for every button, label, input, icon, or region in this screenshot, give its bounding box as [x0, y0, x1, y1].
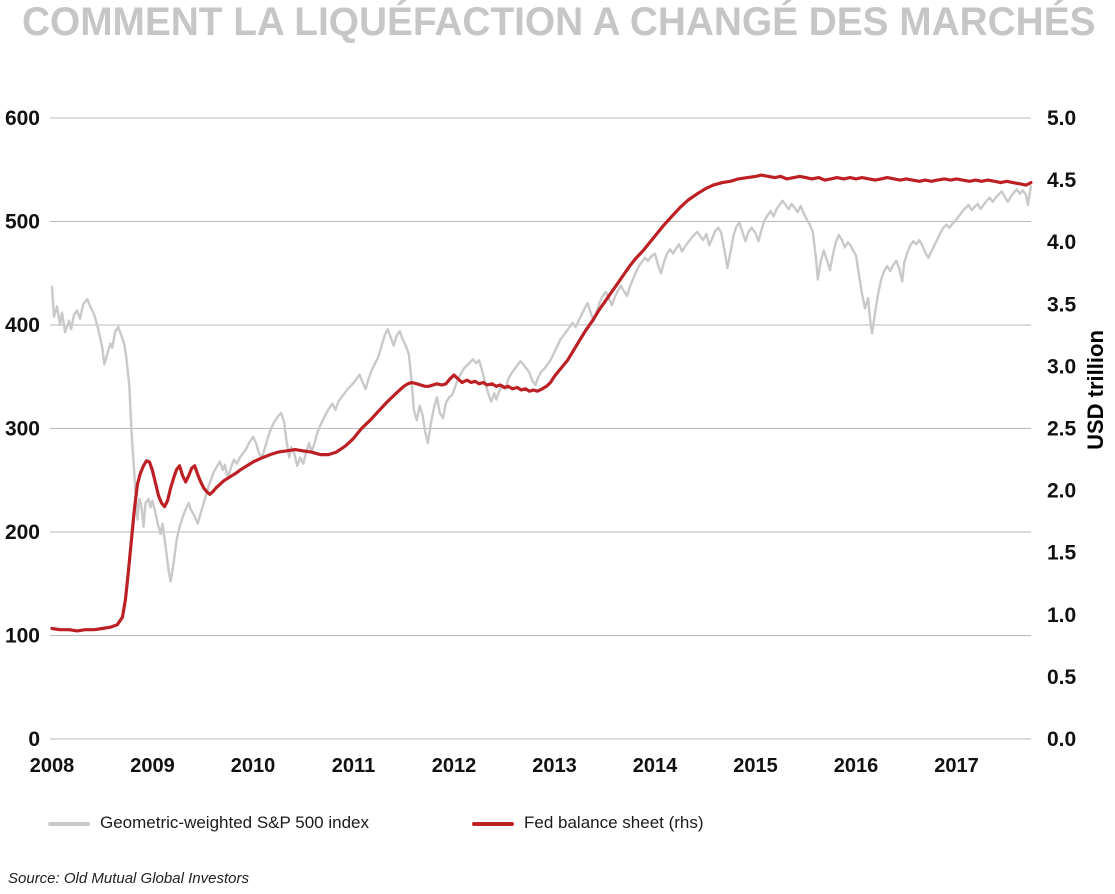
series-line-sp500	[50, 185, 1033, 583]
y-axis-right-tick-label: 0.5	[1047, 666, 1077, 689]
series-line-fed	[50, 173, 1033, 633]
y-axis-left-tick-label: 300	[5, 418, 40, 441]
right-axis-title: USD trillion	[1083, 330, 1108, 450]
chart-title: COMMENT LA LIQUÉFACTION A CHANGÉ DES MAR…	[22, 0, 1096, 44]
y-axis-right-tick-label: 2.5	[1047, 418, 1077, 441]
y-axis-right-tick-label: 3.5	[1047, 293, 1077, 316]
y-axis-right-tick-label: 2.0	[1047, 480, 1076, 503]
x-axis-tick-label: 2017	[934, 755, 979, 777]
legend-swatch-sp500-line	[48, 822, 90, 826]
x-axis-tick-label: 2013	[532, 755, 577, 777]
x-axis-tick-label: 2015	[733, 755, 778, 777]
y-axis-left-tick-label: 200	[5, 521, 40, 544]
x-axis-tick-label: 2009	[130, 755, 175, 777]
y-axis-right-tick-label: 0.0	[1047, 728, 1076, 751]
y-axis-right-tick-label: 1.0	[1047, 604, 1076, 627]
legend-label-fed: Fed balance sheet (rhs)	[524, 813, 704, 832]
y-axis-left-tick-label: 0	[28, 728, 40, 751]
y-axis-right-tick-label: 5.0	[1047, 107, 1076, 130]
y-axis-right-tick-label: 3.0	[1047, 355, 1076, 378]
x-axis-tick-label: 2012	[432, 755, 477, 777]
x-axis-tick-label: 2011	[332, 755, 375, 777]
chart-legend: Geometric-weighted S&P 500 index Fed bal…	[0, 806, 1115, 836]
legend-label-sp500: Geometric-weighted S&P 500 index	[100, 813, 370, 832]
y-axis-right-tick-label: 4.0	[1047, 231, 1076, 254]
source-note: Source: Old Mutual Global Investors	[8, 870, 249, 887]
y-axis-right-tick-label: 4.5	[1047, 169, 1077, 192]
y-axis-left-tick-label: 400	[5, 314, 40, 337]
x-axis-tick-label: 2008	[30, 755, 75, 777]
y-axis-left-tick-label: 500	[5, 211, 40, 234]
x-axis-tick-label: 2014	[633, 755, 678, 777]
legend-swatch-fed-line	[472, 822, 514, 826]
x-axis-tick-label: 2016	[834, 755, 879, 777]
x-axis-tick-label: 2010	[231, 755, 276, 777]
y-axis-right-tick-label: 1.5	[1047, 542, 1077, 565]
y-axis-left-tick-label: 600	[5, 107, 40, 130]
y-axis-left-tick-label: 100	[5, 625, 40, 648]
